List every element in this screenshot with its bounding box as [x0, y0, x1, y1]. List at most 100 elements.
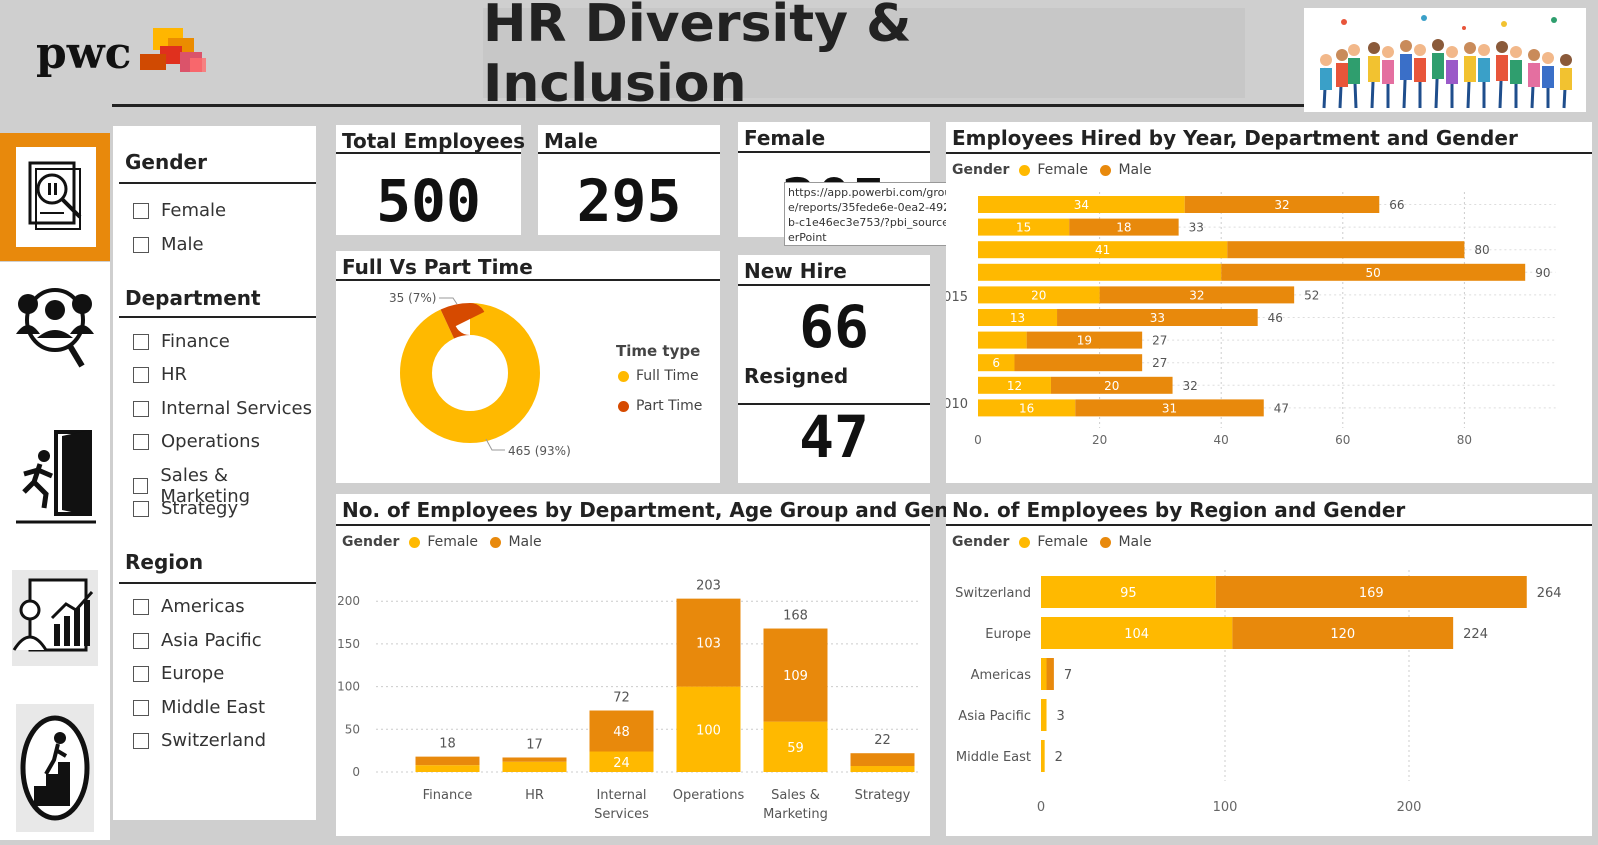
- x-category-label: Services: [594, 807, 649, 822]
- y-category-label: Europe: [985, 627, 1031, 642]
- region-legend[interactable]: Gender Female Male: [952, 534, 1152, 550]
- exit-icon: [16, 430, 96, 524]
- team-illustration: [1304, 8, 1586, 112]
- bar-male: [1099, 286, 1295, 304]
- nav-career-button[interactable]: [0, 690, 110, 840]
- checkbox[interactable]: [133, 236, 149, 253]
- newhire-underline: [738, 284, 930, 286]
- region-option-americas[interactable]: Americas: [133, 596, 245, 617]
- gender-slicer-underline: [119, 182, 316, 184]
- dept-option-finance[interactable]: Finance: [133, 331, 230, 352]
- x-category-label: Internal: [596, 788, 646, 803]
- fullpart-panel: Full Vs Part Time 35 (7%) 465 (93%) Time …: [336, 251, 720, 483]
- fullpart-underline: [336, 279, 720, 281]
- bar-male: [1050, 376, 1173, 394]
- fullpart-title: Full Vs Part Time: [342, 255, 533, 279]
- part-time-leader: [439, 297, 458, 305]
- region-option-middle-east[interactable]: Middle East: [133, 697, 265, 718]
- bar-total-label: 33: [1189, 221, 1204, 235]
- column-female: [763, 721, 828, 772]
- crowd-graphic: [1320, 15, 1572, 109]
- nav-analytics-button[interactable]: [0, 540, 110, 690]
- bar-female: [1041, 658, 1047, 690]
- checkbox[interactable]: [133, 478, 149, 494]
- dept-legend[interactable]: Gender Female Male: [342, 534, 542, 550]
- legend-male: Male: [1118, 162, 1152, 178]
- bar-total-label: 52: [1304, 288, 1319, 302]
- nav-people-button[interactable]: [0, 262, 110, 400]
- checkbox[interactable]: [133, 598, 149, 615]
- slicers-panel: Gender Female Male Department Finance HR…: [113, 126, 316, 820]
- nav-report-button[interactable]: [0, 133, 110, 261]
- bar-male-label: 32: [1274, 198, 1289, 212]
- y-axis-label: 2010: [946, 397, 968, 412]
- bar-male-label: 18: [1116, 221, 1131, 235]
- bar-total-label: 46: [1268, 311, 1283, 325]
- kpi-total-card: Total Employees 500: [336, 125, 525, 235]
- department-slicer-title: Department: [125, 286, 261, 310]
- pwc-logo-mark: [140, 28, 206, 72]
- y-category-label: Asia Pacific: [958, 709, 1031, 724]
- dept-option-strategy[interactable]: Strategy: [133, 498, 238, 519]
- donut-slice-part-time: [400, 303, 540, 443]
- newhire-card: New Hire 66 Resigned 47: [738, 255, 930, 483]
- bar-female-label: 41: [1095, 243, 1110, 257]
- checkbox[interactable]: [133, 202, 149, 219]
- y-tick-label: 200: [337, 594, 360, 608]
- bar-male: [1184, 196, 1380, 213]
- checkbox[interactable]: [133, 333, 149, 350]
- checkbox[interactable]: [133, 433, 149, 450]
- fullpart-legend-full[interactable]: Full Time: [618, 368, 699, 384]
- checkbox[interactable]: [133, 400, 149, 417]
- bar-female-label: 95: [1120, 586, 1137, 601]
- column-male: [589, 710, 654, 752]
- x-tick-label: 40: [1214, 433, 1229, 447]
- dept-option-hr[interactable]: HR: [133, 364, 187, 385]
- legend-male: Male: [1118, 534, 1152, 550]
- x-tick-label: 60: [1335, 433, 1350, 447]
- career-step-icon: [16, 704, 94, 832]
- newhire-label: New Hire: [744, 259, 847, 283]
- full-time-leader: [485, 438, 505, 451]
- checkbox[interactable]: [133, 732, 149, 749]
- dept-title: No. of Employees by Department, Age Grou…: [342, 498, 987, 522]
- hired-legend[interactable]: Gender Female Male: [952, 162, 1152, 178]
- bar-total-label: 27: [1152, 334, 1167, 348]
- dept-option-operations[interactable]: Operations: [133, 431, 260, 452]
- column-male: [415, 756, 480, 766]
- x-tick-label: 100: [1213, 800, 1238, 815]
- checkbox[interactable]: [133, 366, 149, 383]
- nav-exit-button[interactable]: [0, 400, 110, 540]
- dept-option-sales-marketing[interactable]: Sales & Marketing: [133, 465, 316, 507]
- legend-female: Female: [427, 534, 478, 550]
- bar-female: [1041, 576, 1216, 608]
- region-slicer-title: Region: [125, 550, 204, 574]
- male-swatch: [1100, 164, 1112, 176]
- checkbox[interactable]: [133, 500, 149, 517]
- region-option-switzerland[interactable]: Switzerland: [133, 730, 266, 751]
- bar-female-label: 34: [1074, 198, 1089, 212]
- male-swatch: [1100, 536, 1112, 548]
- bar-male: [1221, 263, 1526, 281]
- column-female-label: 100: [696, 723, 721, 738]
- header-underline: [112, 104, 1560, 107]
- bar-female: [978, 399, 1076, 417]
- checkbox[interactable]: [133, 665, 149, 682]
- bar-female-label: 12: [1007, 379, 1022, 393]
- gender-option-male[interactable]: Male: [133, 234, 204, 255]
- gender-option-female[interactable]: Female: [133, 200, 226, 221]
- column-male: [763, 628, 828, 722]
- fullpart-legend-part[interactable]: Part Time: [618, 398, 702, 414]
- region-option-asia-pacific[interactable]: Asia Pacific: [133, 630, 262, 651]
- region-option-europe[interactable]: Europe: [133, 663, 224, 684]
- column-total-label: 18: [439, 737, 456, 752]
- checkbox[interactable]: [133, 699, 149, 716]
- dept-option-internal-services[interactable]: Internal Services: [133, 398, 312, 419]
- bar-male: [1046, 658, 1054, 690]
- pwc-logo: pwc: [30, 22, 210, 92]
- column-female: [589, 751, 654, 772]
- bar-female: [978, 331, 1027, 349]
- column-male: [676, 598, 741, 687]
- y-category-label: Middle East: [956, 750, 1031, 765]
- checkbox[interactable]: [133, 632, 149, 649]
